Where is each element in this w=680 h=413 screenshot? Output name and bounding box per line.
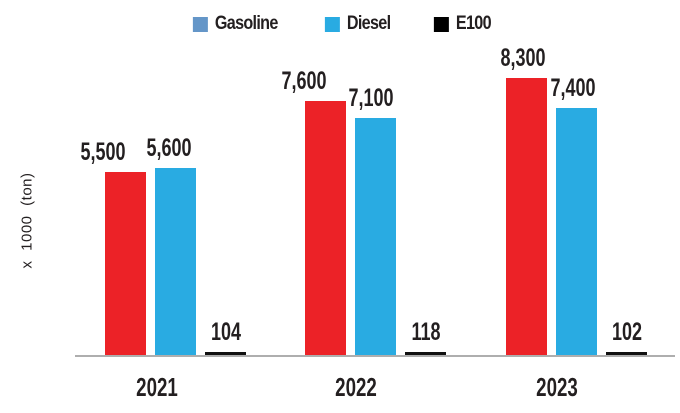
bar-gasoline-2021 — [105, 172, 146, 356]
legend-item-e100: E100 — [433, 13, 492, 35]
bar-e100-2022 — [405, 352, 446, 356]
x-tick-2022: 2022 — [335, 372, 377, 402]
bar-e100-2023 — [606, 352, 647, 356]
x-tick-2023: 2023 — [536, 372, 578, 402]
bar-gasoline-2023 — [506, 78, 547, 356]
bar-diesel-2021 — [155, 168, 196, 356]
data-label-diesel-2023: 7,400 — [549, 74, 596, 102]
data-label-gasoline-2022: 7,600 — [280, 67, 327, 95]
chart-legend: Gasoline Diesel E100 — [192, 13, 492, 35]
data-label-e100-2022: 118 — [410, 318, 441, 346]
diesel-swatch-icon — [324, 16, 340, 32]
e100-swatch-icon — [433, 16, 449, 32]
legend-label-e100: E100 — [455, 13, 492, 34]
bar-e100-2021 — [205, 352, 246, 356]
legend-label-gasoline: Gasoline — [214, 13, 278, 34]
x-axis-line — [75, 355, 675, 357]
bar-diesel-2022 — [355, 118, 396, 356]
legend-item-diesel: Diesel — [324, 13, 391, 35]
x-tick-2021: 2021 — [136, 372, 178, 402]
data-label-gasoline-2023: 8,300 — [499, 44, 546, 72]
bar-gasoline-2022 — [305, 101, 346, 356]
data-label-diesel-2022: 7,100 — [347, 84, 394, 112]
legend-item-gasoline: Gasoline — [192, 13, 279, 35]
data-label-diesel-2021: 5,600 — [145, 134, 192, 162]
bar-diesel-2023 — [556, 108, 597, 356]
legend-label-diesel: Diesel — [346, 13, 391, 34]
data-label-gasoline-2021: 5,500 — [79, 138, 126, 166]
data-label-e100-2023: 102 — [611, 318, 642, 346]
y-axis-title: x 1000 (ton) — [18, 172, 36, 269]
data-label-e100-2021: 104 — [210, 318, 241, 346]
gasoline-swatch-icon — [192, 16, 208, 32]
